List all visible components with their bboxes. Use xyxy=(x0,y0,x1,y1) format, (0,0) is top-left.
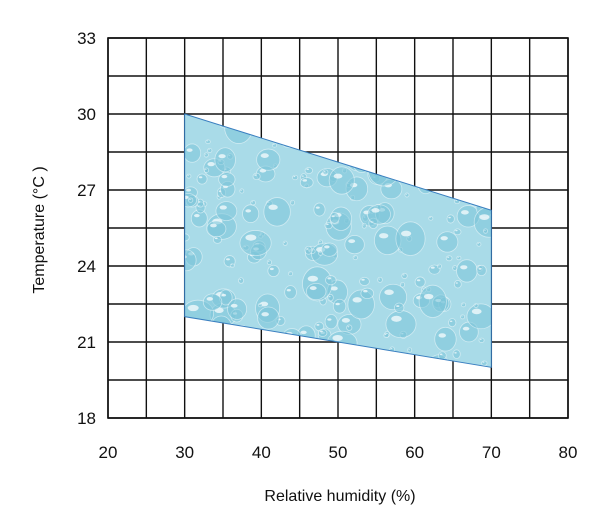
y-tick-label: 21 xyxy=(77,333,96,352)
y-axis-title: Temperature (°C ) xyxy=(31,166,48,293)
y-tick-label: 24 xyxy=(77,257,96,276)
plot-frame xyxy=(107,37,569,419)
x-tick-label: 70 xyxy=(482,443,501,462)
x-tick-label: 40 xyxy=(252,443,271,462)
x-axis-tick-labels: 20 30 40 50 60 70 80 xyxy=(99,443,578,462)
x-tick-label: 30 xyxy=(175,443,194,462)
y-axis-tick-labels: 18 21 24 27 30 33 xyxy=(77,29,96,428)
y-tick-label: 30 xyxy=(77,105,96,124)
x-tick-label: 50 xyxy=(329,443,348,462)
x-tick-label: 80 xyxy=(559,443,578,462)
x-tick-label: 20 xyxy=(99,443,118,462)
x-tick-label: 60 xyxy=(405,443,424,462)
x-axis-title: Relative humidity (%) xyxy=(264,488,415,505)
y-tick-label: 18 xyxy=(77,409,96,428)
y-tick-label: 33 xyxy=(77,29,96,48)
comfort-region xyxy=(184,113,492,368)
region-outline xyxy=(184,113,492,368)
y-tick-label: 27 xyxy=(77,181,96,200)
